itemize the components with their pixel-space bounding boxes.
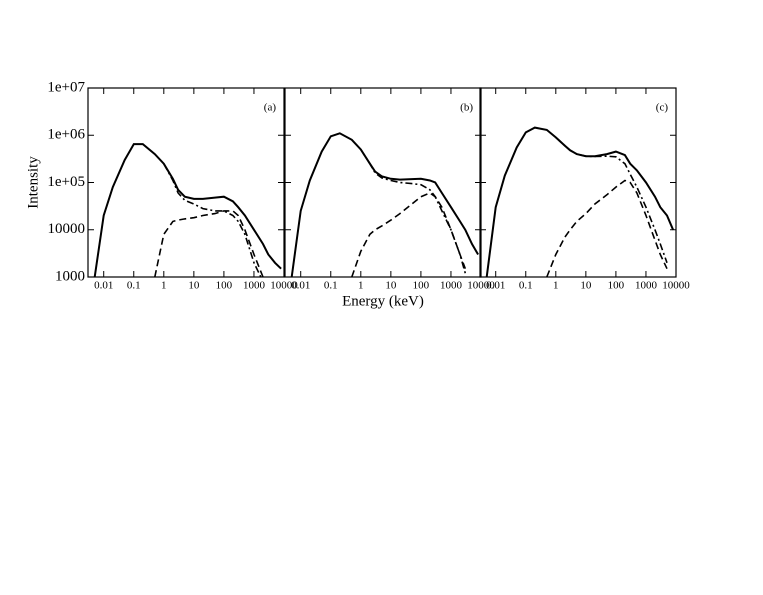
x-tick-label: 0.1	[127, 280, 141, 292]
x-tick-label: 0.01	[94, 280, 113, 292]
y-tick-label: 1000	[55, 268, 85, 284]
series-line	[154, 210, 264, 277]
x-tick-label: 1	[553, 280, 559, 292]
x-tick-label: 10000	[270, 280, 298, 292]
x-axis-title: Energy (keV)	[342, 293, 424, 309]
series-line	[290, 132, 479, 277]
y-tick-label: 1e+06	[47, 127, 85, 143]
y-tick-label: 1e+07	[47, 79, 85, 95]
x-tick-label: 10000	[662, 280, 690, 292]
x-tick-label: 100	[216, 280, 233, 292]
x-tick-label: 0.01	[486, 280, 505, 292]
x-tick-label: 0.1	[324, 280, 338, 292]
y-axis-title: Intensity	[25, 156, 41, 209]
x-tick-label: 10	[385, 280, 397, 292]
x-tick-label: 1000	[243, 280, 266, 292]
plot-frame	[479, 87, 677, 278]
series-line	[546, 179, 668, 277]
panel-label: (a)	[264, 102, 277, 114]
x-tick-label: 1	[161, 280, 167, 292]
plot-frame	[87, 87, 285, 278]
y-tick-label: 10000	[48, 221, 86, 237]
series-line	[93, 143, 282, 277]
series-line	[555, 136, 668, 264]
x-tick-label: 1	[358, 280, 364, 292]
panel-label: (b)	[460, 102, 473, 114]
x-tick-label: 1000	[440, 280, 463, 292]
x-tick-label: 100	[608, 280, 625, 292]
x-tick-label: 1000	[635, 280, 658, 292]
x-tick-label: 10	[580, 280, 592, 292]
series-line	[163, 163, 262, 277]
y-tick-label: 1e+05	[47, 174, 85, 190]
x-tick-label: 10	[188, 280, 200, 292]
x-tick-label: 100	[413, 280, 430, 292]
series-line	[360, 149, 467, 274]
x-tick-label: 0.1	[519, 280, 533, 292]
panel-label: (c)	[656, 102, 669, 114]
x-tick-label: 0.01	[291, 280, 310, 292]
x-tick-label: 10000	[467, 280, 495, 292]
